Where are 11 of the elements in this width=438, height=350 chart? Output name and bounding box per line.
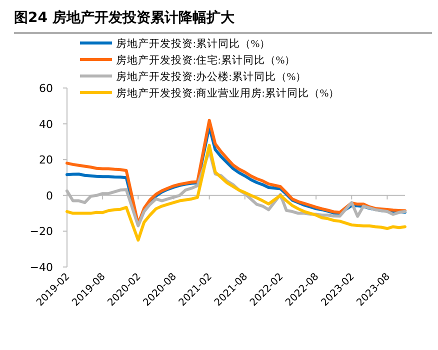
y-tick-label: 40 (39, 118, 53, 131)
legend-label: 房地产开发投资:商业营业用房:累计同比（%） (116, 86, 340, 100)
chart-title: 图24 房地产开发投资累计降幅扩大 (14, 9, 236, 26)
y-tick-label: −40 (30, 261, 53, 274)
y-tick-label: −20 (30, 225, 53, 238)
legend-label: 房地产开发投资:累计同比（%） (116, 37, 271, 50)
legend-label: 房地产开发投资:办公楼:累计同比（%） (116, 70, 307, 83)
y-tick-label: 20 (39, 154, 53, 167)
y-tick-label: 60 (39, 82, 53, 95)
legend-label: 房地产开发投资:住宅:累计同比（%） (116, 54, 296, 66)
y-tick-label: 0 (46, 189, 53, 202)
